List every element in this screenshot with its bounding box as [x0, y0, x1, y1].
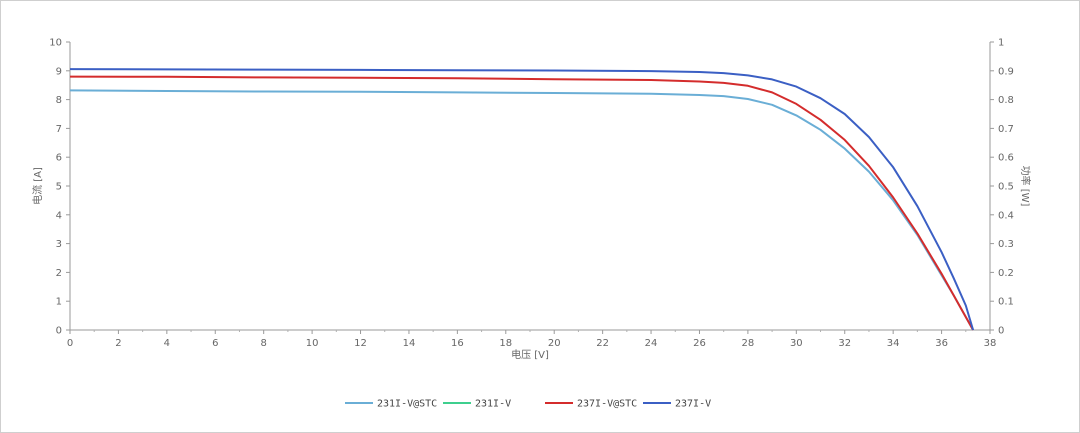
x-tick-label: 28 — [742, 338, 755, 349]
y-axis-label: 电流 [A] — [31, 167, 44, 205]
x-tick-label: 20 — [548, 338, 561, 349]
x-tick-label: 8 — [260, 338, 266, 349]
x-tick-label: 12 — [354, 338, 367, 349]
y-tick-label: 3 — [56, 239, 62, 250]
y2-axis-label: 功率 [W] — [1019, 166, 1032, 207]
ticks: 0 2 4 6 8 10 12 14 16 18 20 22 24 26 28 30 32 34 36 3801234… — [49, 38, 1014, 350]
y2-tick-label: 0.9 — [998, 66, 1014, 77]
x-tick-label: 26 — [693, 338, 706, 349]
y2-tick-label: 1 — [998, 38, 1004, 49]
y-tick-label: 8 — [56, 95, 62, 106]
y2-tick-label: 0.5 — [998, 182, 1014, 193]
legend-label: 231I-V — [475, 399, 511, 410]
y-tick-label: 0 — [56, 326, 62, 337]
legend: 231I-V@STC 231I-V 237I-V@STC 237I-V — [345, 399, 711, 410]
x-tick-label: 24 — [645, 338, 658, 349]
x-tick-label: 36 — [935, 338, 948, 349]
x-tick-label: 2 — [115, 338, 121, 349]
y-tick-label: 6 — [56, 153, 62, 164]
x-tick-label: 34 — [887, 338, 900, 349]
y2-tick-label: 0.4 — [998, 210, 1014, 221]
x-tick-label: 14 — [403, 338, 416, 349]
x-tick-label: 18 — [499, 338, 512, 349]
y2-tick-label: 0 — [998, 326, 1004, 337]
y-tick-label: 1 — [56, 297, 62, 308]
y-tick-label: 7 — [56, 124, 62, 135]
legend-label: 237I-V@STC — [577, 399, 637, 410]
x-tick-label: 16 — [451, 338, 464, 349]
y-tick-label: 9 — [56, 66, 62, 77]
x-axis-label: 电压 [V] — [511, 348, 549, 361]
y2-tick-label: 0.2 — [998, 268, 1014, 279]
x-tick-label: 22 — [596, 338, 609, 349]
y-tick-label: 10 — [49, 38, 62, 49]
x-tick-label: 30 — [790, 338, 803, 349]
x-tick-label: 4 — [164, 338, 170, 349]
y-tick-label: 4 — [56, 210, 62, 221]
x-tick-label: 32 — [838, 338, 851, 349]
series-layer — [69, 68, 975, 331]
series-line-237i-v-stc — [69, 75, 974, 331]
x-tick-label: 10 — [306, 338, 319, 349]
series-line-237i-v — [69, 68, 975, 331]
y-tick-label: 5 — [56, 182, 62, 193]
axes — [69, 42, 991, 331]
y2-tick-label: 0.8 — [998, 95, 1014, 106]
x-tick-label: 6 — [212, 338, 218, 349]
legend-label: 237I-V — [675, 399, 711, 410]
y2-tick-label: 0.6 — [998, 153, 1014, 164]
series-line-231i-v-stc — [69, 89, 974, 331]
y2-tick-label: 0.3 — [998, 239, 1014, 250]
legend-label: 231I-V@STC — [377, 399, 437, 410]
x-tick-label: 0 — [67, 338, 73, 349]
y2-tick-label: 0.1 — [998, 297, 1014, 308]
y-tick-label: 2 — [56, 268, 62, 279]
x-tick-label: 38 — [984, 338, 997, 349]
y2-tick-label: 0.7 — [998, 124, 1014, 135]
